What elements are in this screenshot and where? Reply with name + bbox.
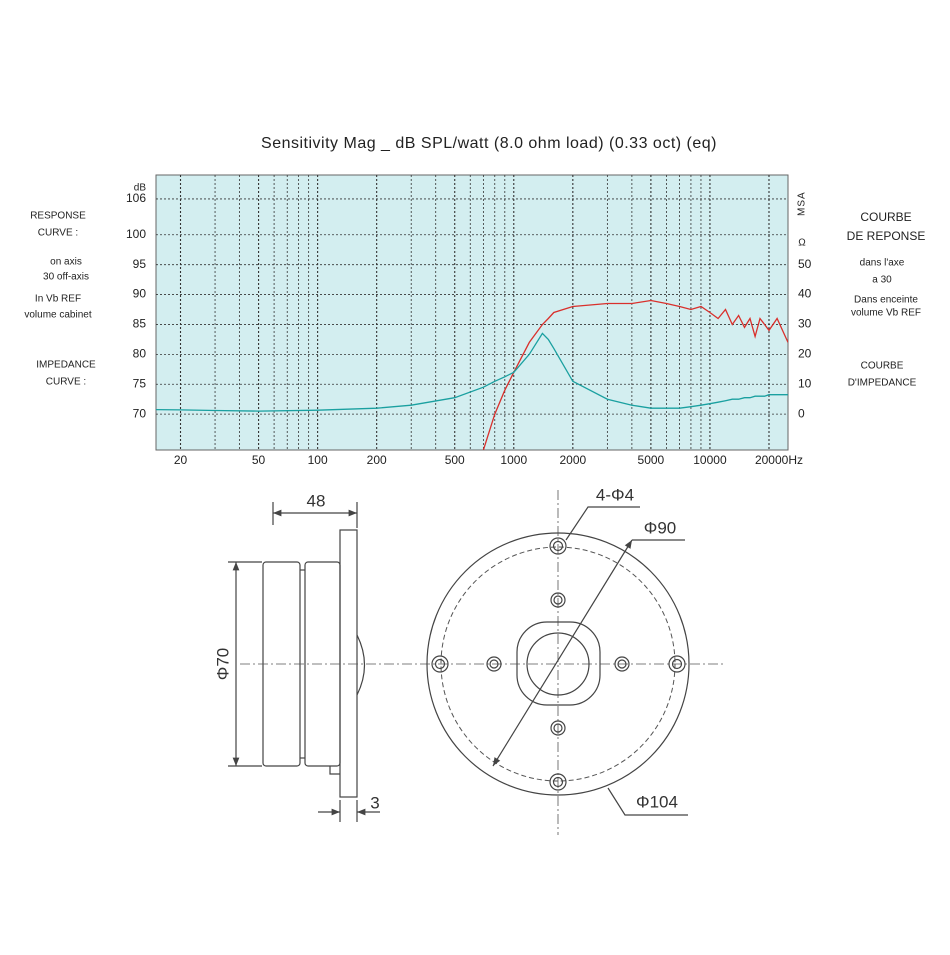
series-line — [156, 332, 788, 412]
x-tick-label: 1000 — [500, 453, 527, 467]
y-tick-label: 70 — [133, 406, 147, 420]
x-tick-label: 2000 — [559, 453, 586, 467]
leader — [565, 506, 640, 541]
dim-label: 4-Φ4 — [596, 485, 634, 504]
y-tick-label: 80 — [133, 347, 147, 361]
side-note: CURVE : — [38, 228, 78, 239]
y-tick-label: 90 — [133, 287, 147, 301]
y2-tick-label: 10 — [798, 376, 812, 390]
dim-label: 3 — [370, 793, 379, 812]
y-tick-label: 100 — [126, 227, 146, 241]
x-tick-label: 100 — [308, 453, 328, 467]
side-note: RESPONSE — [30, 211, 86, 222]
x-tick-label: 5000 — [638, 453, 665, 467]
side-note: CURVE : — [46, 377, 86, 388]
outer-rim — [426, 532, 690, 796]
y-tick-label: 75 — [133, 376, 147, 390]
dim-label: 48 — [307, 491, 326, 510]
leader — [607, 787, 688, 816]
dim-label: Φ90 — [644, 518, 676, 537]
side-note: COURBE — [860, 210, 911, 224]
chart-title: Sensitivity Mag _ dB SPL/watt (8.0 ohm l… — [261, 135, 717, 152]
y-axis-title: dB — [134, 183, 147, 194]
side-note: a 30 — [872, 275, 892, 286]
side-note: D'IMPEDANCE — [848, 378, 917, 389]
plot-area — [155, 174, 789, 451]
technical-drawing: 48 Φ70 3 4-Φ4 Φ90 Φ104 — [213, 485, 725, 835]
y2-tick-label: 40 — [798, 287, 812, 301]
side-note: COURBE — [861, 361, 904, 372]
dim-label: Φ104 — [636, 792, 678, 811]
side-note: dans l'axe — [860, 258, 905, 269]
side-note: 30 off-axis — [43, 272, 89, 283]
bolt-circle — [440, 546, 676, 782]
side-note: IMPEDANCE — [36, 360, 96, 371]
x-tick-label: 10000 — [693, 453, 727, 467]
y-tick-label: 106 — [126, 191, 146, 205]
x-tick-label: 20 — [174, 453, 188, 467]
side-note: volume cabinet — [24, 310, 91, 321]
flange — [339, 529, 358, 798]
side-note: on axis — [50, 257, 82, 268]
y2-tick-label: 20 — [798, 347, 812, 361]
dome — [356, 634, 366, 696]
y-tick-label: 85 — [133, 317, 147, 331]
y2-axis-title: MSA — [797, 191, 808, 216]
y2-tick-label: 50 — [798, 257, 812, 271]
chart: 20 50 100 200 500 1000 2000 5000 10000 20000Hz707… — [24, 174, 926, 467]
series-line — [482, 299, 788, 450]
terminal — [329, 766, 340, 775]
front-plate — [516, 621, 601, 706]
dim-line — [492, 539, 633, 767]
side-note: Dans enceinte — [854, 295, 918, 306]
x-tick-label: 50 — [252, 453, 266, 467]
y2-tick-label: 0 — [798, 406, 805, 420]
y2-tick-label: 30 — [798, 317, 812, 331]
side-note: volume Vb REF — [851, 308, 921, 319]
x-tick-label: 500 — [445, 453, 465, 467]
y2-unit: Ω — [798, 238, 806, 249]
dim-label: Φ70 — [213, 648, 232, 680]
y-tick-label: 95 — [133, 257, 147, 271]
side-note: In Vb REF — [35, 294, 81, 305]
x-tick-label: 20000Hz — [755, 453, 803, 467]
x-tick-label: 200 — [367, 453, 387, 467]
side-note: DE REPONSE — [847, 229, 926, 243]
